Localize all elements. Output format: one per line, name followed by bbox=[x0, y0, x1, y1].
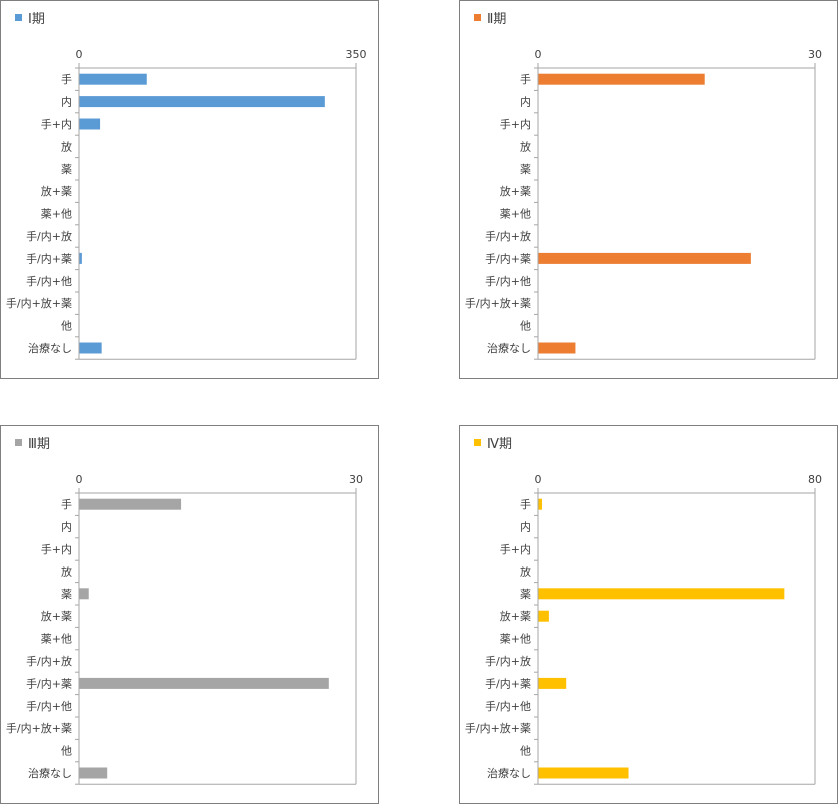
legend-label: Ⅲ期 bbox=[28, 436, 50, 452]
legend: Ⅳ期 bbox=[474, 433, 512, 452]
y-tick-label: 手+内 bbox=[41, 542, 72, 556]
x-tick-label: 0 bbox=[535, 473, 542, 486]
y-tick-label: 手 bbox=[520, 72, 531, 86]
y-tick-label: 手/内+放+薬 bbox=[6, 721, 72, 735]
y-tick-label: 手/内+他 bbox=[485, 699, 531, 713]
chart-panel-stage-4: Ⅳ期 0 80 手内手+内放薬放+薬薬+他手/内+放手/内+薬手/内+他手/内+放+… bbox=[459, 425, 838, 804]
y-tick-label: 放 bbox=[520, 564, 531, 578]
bar bbox=[79, 767, 108, 779]
y-tick-label: 手/内+放 bbox=[485, 229, 531, 243]
y-tick-label: 手/内+放+薬 bbox=[465, 721, 531, 735]
y-tick-label: 手/内+放 bbox=[485, 654, 531, 668]
y-tick-label: 手+内 bbox=[500, 542, 531, 556]
bar bbox=[79, 588, 89, 600]
y-tick-label: 放+薬 bbox=[41, 609, 72, 623]
bar bbox=[79, 677, 329, 689]
legend-swatch bbox=[474, 438, 481, 446]
y-tick-label: 手/内+薬 bbox=[485, 676, 531, 690]
y-tick-label: 薬 bbox=[520, 588, 531, 601]
y-tick-label: 放+薬 bbox=[500, 609, 531, 623]
y-tick-label: 薬+他 bbox=[500, 633, 531, 646]
bar bbox=[79, 342, 102, 354]
x-tick-label: 80 bbox=[808, 473, 822, 486]
bar bbox=[538, 498, 542, 510]
y-tick-label: 薬+他 bbox=[500, 208, 531, 221]
chart-panel-stage-1: Ⅰ期 0 350 手内手+内放薬放+薬薬+他手/内+放手/内+薬手/内+他手/内+放… bbox=[0, 0, 379, 379]
y-tick-label: 薬+他 bbox=[41, 633, 72, 646]
bar bbox=[79, 73, 147, 85]
y-tick-label: 放 bbox=[520, 139, 531, 153]
y-tick-label: 内 bbox=[520, 520, 531, 534]
bar bbox=[538, 767, 629, 779]
y-tick-label: 内 bbox=[520, 95, 531, 109]
legend-label: Ⅳ期 bbox=[487, 436, 512, 452]
y-tick-label: 手/内+他 bbox=[26, 699, 72, 713]
bar bbox=[538, 252, 751, 264]
y-tick-label: 薬 bbox=[61, 163, 72, 176]
legend: Ⅱ期 bbox=[474, 8, 507, 27]
y-tick-label: 内 bbox=[61, 520, 72, 534]
y-tick-label: 内 bbox=[61, 95, 72, 109]
y-tick-label: 手 bbox=[61, 72, 72, 86]
legend-swatch bbox=[15, 13, 22, 21]
bar bbox=[538, 610, 549, 622]
y-tick-label: 手/内+他 bbox=[485, 274, 531, 288]
legend: Ⅰ期 bbox=[15, 8, 45, 27]
x-tick-label: 0 bbox=[76, 48, 83, 61]
y-tick-label: 治療なし bbox=[28, 766, 72, 780]
y-tick-label: 手 bbox=[61, 497, 72, 511]
y-tick-label: 他 bbox=[61, 320, 72, 333]
bar bbox=[79, 498, 182, 510]
y-tick-label: 放 bbox=[61, 139, 72, 153]
y-tick-label: 他 bbox=[520, 320, 531, 333]
bar bbox=[79, 96, 325, 108]
y-tick-label: 手/内+放 bbox=[26, 654, 72, 668]
y-tick-label: 薬 bbox=[61, 588, 72, 601]
y-tick-label: 薬 bbox=[520, 163, 531, 176]
y-tick-label: 手+内 bbox=[500, 117, 531, 131]
x-tick-label: 0 bbox=[535, 48, 542, 61]
bar-chart: 0 30 手内手+内放薬放+薬薬+他手/内+放手/内+薬手/内+他手/内+放+薬他治… bbox=[465, 48, 822, 360]
legend-label: Ⅱ期 bbox=[487, 11, 507, 27]
legend-swatch bbox=[15, 438, 22, 446]
y-tick-label: 放+薬 bbox=[41, 184, 72, 198]
bar bbox=[538, 342, 576, 354]
y-tick-label: 治療なし bbox=[28, 341, 72, 355]
y-tick-label: 手/内+他 bbox=[26, 274, 72, 288]
bar bbox=[79, 118, 101, 130]
bar-chart: 0 80 手内手+内放薬放+薬薬+他手/内+放手/内+薬手/内+他手/内+放+薬他治… bbox=[465, 473, 822, 785]
chart-panel-stage-3: Ⅲ期 0 30 手内手+内放薬放+薬薬+他手/内+放手/内+薬手/内+他手/内+放+… bbox=[0, 425, 379, 804]
y-tick-label: 他 bbox=[61, 745, 72, 758]
bar-chart: 0 350 手内手+内放薬放+薬薬+他手/内+放手/内+薬手/内+他手/内+放+薬他… bbox=[6, 48, 367, 360]
bar bbox=[538, 588, 785, 600]
y-tick-label: 放+薬 bbox=[500, 184, 531, 198]
bar bbox=[79, 252, 82, 264]
y-tick-label: 他 bbox=[520, 745, 531, 758]
y-tick-label: 薬+他 bbox=[41, 208, 72, 221]
legend-label: Ⅰ期 bbox=[28, 11, 45, 27]
y-tick-label: 手/内+放 bbox=[26, 229, 72, 243]
bar bbox=[538, 73, 705, 85]
x-tick-label: 30 bbox=[808, 48, 822, 61]
legend: Ⅲ期 bbox=[15, 433, 50, 452]
x-tick-label: 30 bbox=[349, 473, 363, 486]
y-tick-label: 治療なし bbox=[487, 766, 531, 780]
y-tick-label: 放 bbox=[61, 564, 72, 578]
y-tick-label: 手 bbox=[520, 497, 531, 511]
y-tick-label: 治療なし bbox=[487, 341, 531, 355]
y-tick-label: 手/内+薬 bbox=[26, 676, 72, 690]
bar bbox=[538, 677, 567, 689]
legend-swatch bbox=[474, 13, 481, 21]
y-tick-label: 手/内+薬 bbox=[485, 251, 531, 265]
x-tick-label: 350 bbox=[346, 48, 367, 61]
y-tick-label: 手+内 bbox=[41, 117, 72, 131]
chart-panel-stage-2: Ⅱ期 0 30 手内手+内放薬放+薬薬+他手/内+放手/内+薬手/内+他手/内+放+… bbox=[459, 0, 838, 379]
y-tick-label: 手/内+放+薬 bbox=[465, 296, 531, 310]
bar-chart: 0 30 手内手+内放薬放+薬薬+他手/内+放手/内+薬手/内+他手/内+放+薬他治… bbox=[6, 473, 363, 785]
y-tick-label: 手/内+薬 bbox=[26, 251, 72, 265]
y-tick-label: 手/内+放+薬 bbox=[6, 296, 72, 310]
x-tick-label: 0 bbox=[76, 473, 83, 486]
